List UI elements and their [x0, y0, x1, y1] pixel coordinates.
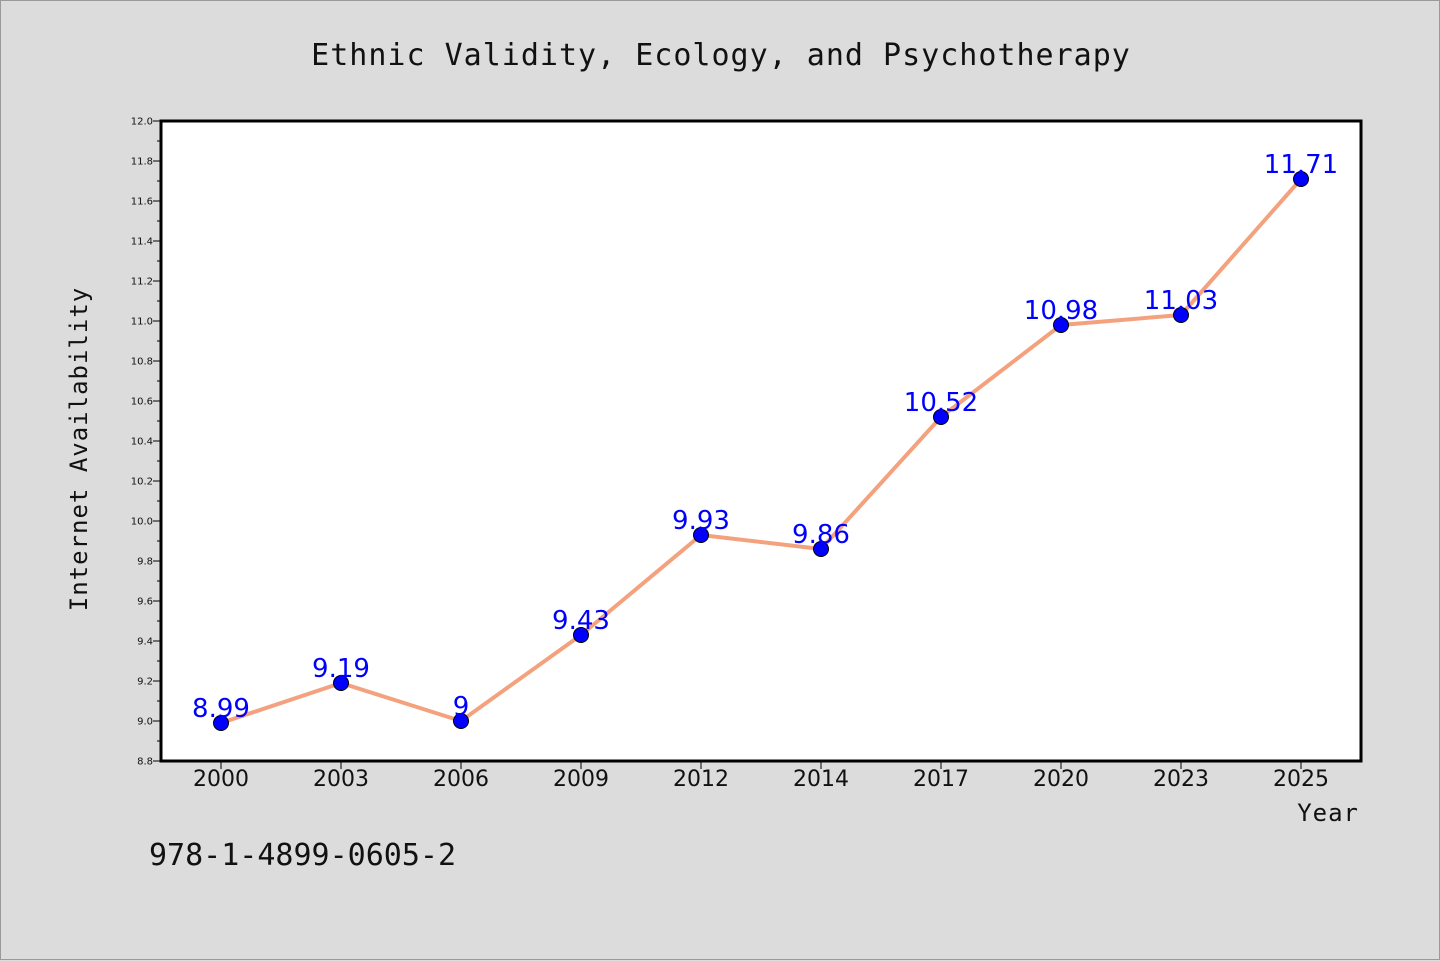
- data-label: 10.52: [904, 388, 978, 418]
- x-tick-label: 2017: [913, 767, 969, 792]
- data-point: [933, 409, 949, 425]
- y-tick-label: 8.8: [137, 757, 153, 768]
- x-tick-label: 2006: [433, 767, 489, 792]
- y-tick-label: 10.0: [131, 517, 153, 528]
- plot-area: [161, 121, 1361, 761]
- y-axis: 8.8 9.0 9.2 9.4 9.6 9.8 10.0 10.2 10.4 10.6 10.8 11…: [131, 117, 161, 768]
- data-label: 10.98: [1024, 296, 1098, 326]
- data-label: 11.71: [1264, 150, 1338, 180]
- chart-title: Ethnic Validity, Ecology, and Psychother…: [311, 38, 1131, 73]
- x-tick-label: 2012: [673, 767, 729, 792]
- y-tick-label: 9.4: [137, 637, 153, 648]
- data-point: [453, 713, 469, 729]
- data-label: 9.86: [792, 520, 850, 550]
- y-tick-label: 12.0: [131, 117, 153, 128]
- y-tick-label: 10.4: [131, 437, 153, 448]
- isbn-footnote: 978-1-4899-0605-2: [149, 838, 456, 873]
- plot-frame: [159, 119, 1363, 763]
- x-tick-label: 2014: [793, 767, 849, 792]
- data-label: 9.43: [552, 606, 610, 636]
- data-point: [813, 541, 829, 557]
- data-label: 8.99: [192, 694, 250, 724]
- x-axis-label: Year: [1297, 799, 1359, 827]
- y-axis-label: Internet Availability: [65, 287, 93, 611]
- x-tick-label: 2023: [1153, 767, 1209, 792]
- data-point: [573, 627, 589, 643]
- y-tick-label: 11.2: [131, 277, 153, 288]
- series-line: [219, 177, 1303, 725]
- x-tick-label: 2009: [553, 767, 609, 792]
- y-tick-label: 9.6: [137, 597, 153, 608]
- data-point: [693, 527, 709, 543]
- data-label: 9.19: [312, 654, 370, 684]
- data-point: [1173, 307, 1189, 323]
- series-layer: 8.99 9.19 9 9.43 9.93 9.86 10.52 10.98 11.03 11.7…: [192, 150, 1338, 731]
- x-tick-label: 2000: [193, 767, 249, 792]
- x-axis: 2000 2003 2006 2009 2012 2014 2017 2020 2023 2025: [193, 761, 1329, 792]
- data-point: [213, 715, 229, 731]
- y-tick-label: 9.0: [137, 717, 153, 728]
- data-point: [333, 675, 349, 691]
- y-tick-label: 10.6: [131, 397, 153, 408]
- x-tick-label: 2025: [1273, 767, 1329, 792]
- y-tick-label: 11.6: [131, 197, 153, 208]
- y-tick-label: 11.8: [131, 157, 153, 168]
- data-label: 9.93: [672, 506, 730, 536]
- y-tick-label: 10.2: [131, 477, 153, 488]
- x-tick-label: 2020: [1033, 767, 1089, 792]
- y-tick-label: 9.2: [137, 677, 153, 688]
- data-label: 9: [453, 692, 470, 722]
- data-point: [1053, 317, 1069, 333]
- y-tick-label: 11.4: [131, 237, 153, 248]
- y-tick-label: 11.0: [131, 317, 153, 328]
- y-tick-label: 9.8: [137, 557, 153, 568]
- y-tick-label: 10.8: [131, 357, 153, 368]
- data-label: 11.03: [1144, 286, 1218, 316]
- x-tick-label: 2003: [313, 767, 369, 792]
- data-point: [1293, 171, 1309, 187]
